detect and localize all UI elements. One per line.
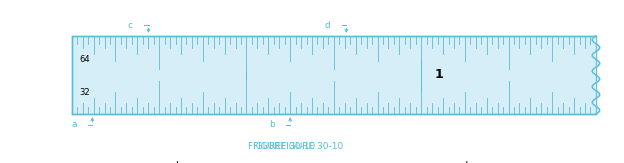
Text: d: d [325, 21, 331, 30]
Text: c: c [128, 21, 133, 30]
Text: b.: b. [175, 161, 184, 163]
Text: a.: a. [31, 161, 40, 163]
Text: 32: 32 [79, 88, 90, 97]
Text: d.: d. [462, 161, 471, 163]
Text: 1: 1 [434, 68, 443, 82]
Text: a: a [71, 120, 77, 129]
Polygon shape [72, 36, 596, 114]
Text: FIGURE 30-10: FIGURE 30-10 [253, 142, 315, 151]
Text: FIGURE: FIGURE [248, 142, 284, 151]
Text: c.: c. [318, 161, 326, 163]
Text: FIGURE 30-10: FIGURE 30-10 [281, 142, 343, 151]
Text: b: b [269, 120, 275, 129]
Text: 64: 64 [79, 55, 90, 64]
